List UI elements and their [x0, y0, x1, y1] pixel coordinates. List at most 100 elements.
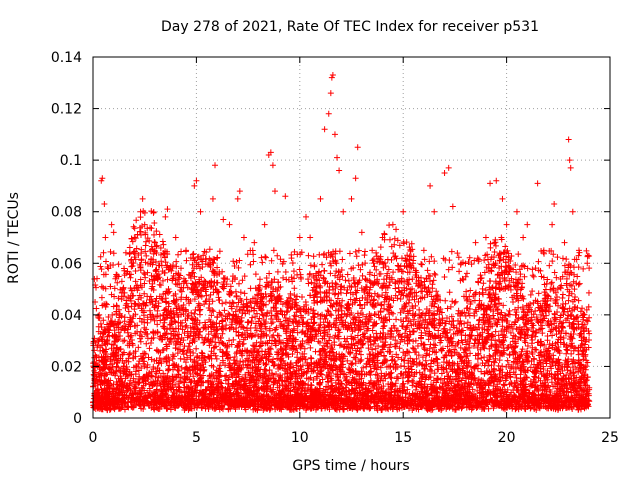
data-point: [189, 339, 196, 346]
data-point: [310, 307, 317, 314]
data-point: [141, 350, 148, 357]
data-point: [564, 364, 571, 371]
data-point: [392, 285, 399, 292]
data-point: [409, 344, 416, 351]
data-point: [327, 270, 334, 277]
data-point: [358, 344, 365, 351]
data-point: [142, 229, 149, 236]
data-point: [91, 347, 98, 354]
data-point: [521, 337, 528, 344]
data-point: [238, 350, 245, 357]
data-point: [196, 307, 203, 314]
data-point: [428, 302, 435, 309]
data-point: [221, 307, 228, 314]
data-point: [208, 312, 215, 319]
data-point: [440, 380, 447, 387]
data-point: [208, 328, 215, 335]
data-point: [294, 323, 301, 330]
data-point: [126, 244, 133, 251]
data-point: [329, 303, 336, 310]
data-point: [371, 272, 378, 279]
data-point: [393, 351, 400, 358]
data-point: [556, 350, 563, 357]
data-point: [159, 238, 166, 245]
chart-title: Day 278 of 2021, Rate Of TEC Index for r…: [161, 19, 539, 35]
data-point: [575, 297, 582, 304]
data-point: [137, 214, 144, 221]
data-point: [551, 269, 558, 276]
data-point: [221, 373, 228, 380]
data-point: [424, 267, 431, 274]
data-point: [407, 261, 414, 268]
data-point: [172, 318, 179, 325]
data-point: [172, 280, 179, 287]
data-point: [373, 366, 380, 373]
data-point: [418, 261, 425, 268]
data-point: [128, 271, 135, 278]
data-point: [388, 386, 395, 393]
data-point: [393, 316, 400, 323]
data-point: [132, 268, 139, 275]
data-point: [137, 328, 144, 335]
data-point: [135, 296, 142, 303]
data-point: [462, 313, 469, 320]
data-point: [253, 339, 260, 346]
data-point: [500, 302, 507, 309]
data-point: [131, 225, 138, 232]
data-point: [361, 289, 368, 296]
data-point: [401, 240, 408, 247]
data-point: [321, 267, 328, 274]
data-point: [511, 348, 518, 355]
data-point: [472, 291, 479, 298]
data-point: [160, 346, 167, 353]
data-point: [418, 260, 425, 267]
data-point: [144, 235, 151, 242]
data-point: [570, 356, 577, 363]
data-point: [392, 380, 399, 387]
data-point: [188, 309, 195, 316]
data-point: [205, 331, 212, 338]
data-point: [124, 387, 131, 394]
data-point: [153, 228, 160, 235]
data-point: [392, 360, 399, 367]
data-point: [401, 357, 408, 364]
data-point: [156, 367, 163, 374]
data-point: [126, 369, 133, 376]
data-point: [129, 238, 136, 245]
data-point: [200, 339, 207, 346]
data-point: [114, 382, 121, 389]
data-point: [164, 276, 171, 283]
data-point: [416, 306, 423, 313]
data-point: [419, 354, 426, 361]
data-point: [536, 326, 543, 333]
data-point: [138, 257, 145, 264]
data-point: [319, 261, 326, 268]
data-point: [130, 313, 137, 320]
data-point: [121, 337, 128, 344]
data-points: [90, 72, 593, 414]
data-point: [301, 345, 308, 352]
data-point: [393, 226, 400, 233]
data-point: [159, 277, 166, 284]
data-point: [352, 347, 359, 354]
data-point: [377, 244, 384, 251]
data-point: [319, 376, 326, 383]
data-point: [217, 362, 224, 369]
data-point: [273, 371, 280, 378]
data-point: [531, 374, 538, 381]
data-point: [396, 345, 403, 352]
data-point: [481, 257, 488, 264]
data-point: [191, 310, 198, 317]
data-point: [478, 368, 485, 375]
data-point: [533, 346, 540, 353]
data-point: [586, 330, 593, 337]
data-point: [146, 345, 153, 352]
data-point: [512, 371, 519, 378]
data-point: [178, 288, 185, 295]
data-point: [125, 333, 132, 340]
data-point: [230, 336, 237, 343]
data-point: [342, 277, 349, 284]
data-point: [219, 300, 226, 307]
data-point: [247, 299, 254, 306]
data-point: [504, 357, 511, 364]
